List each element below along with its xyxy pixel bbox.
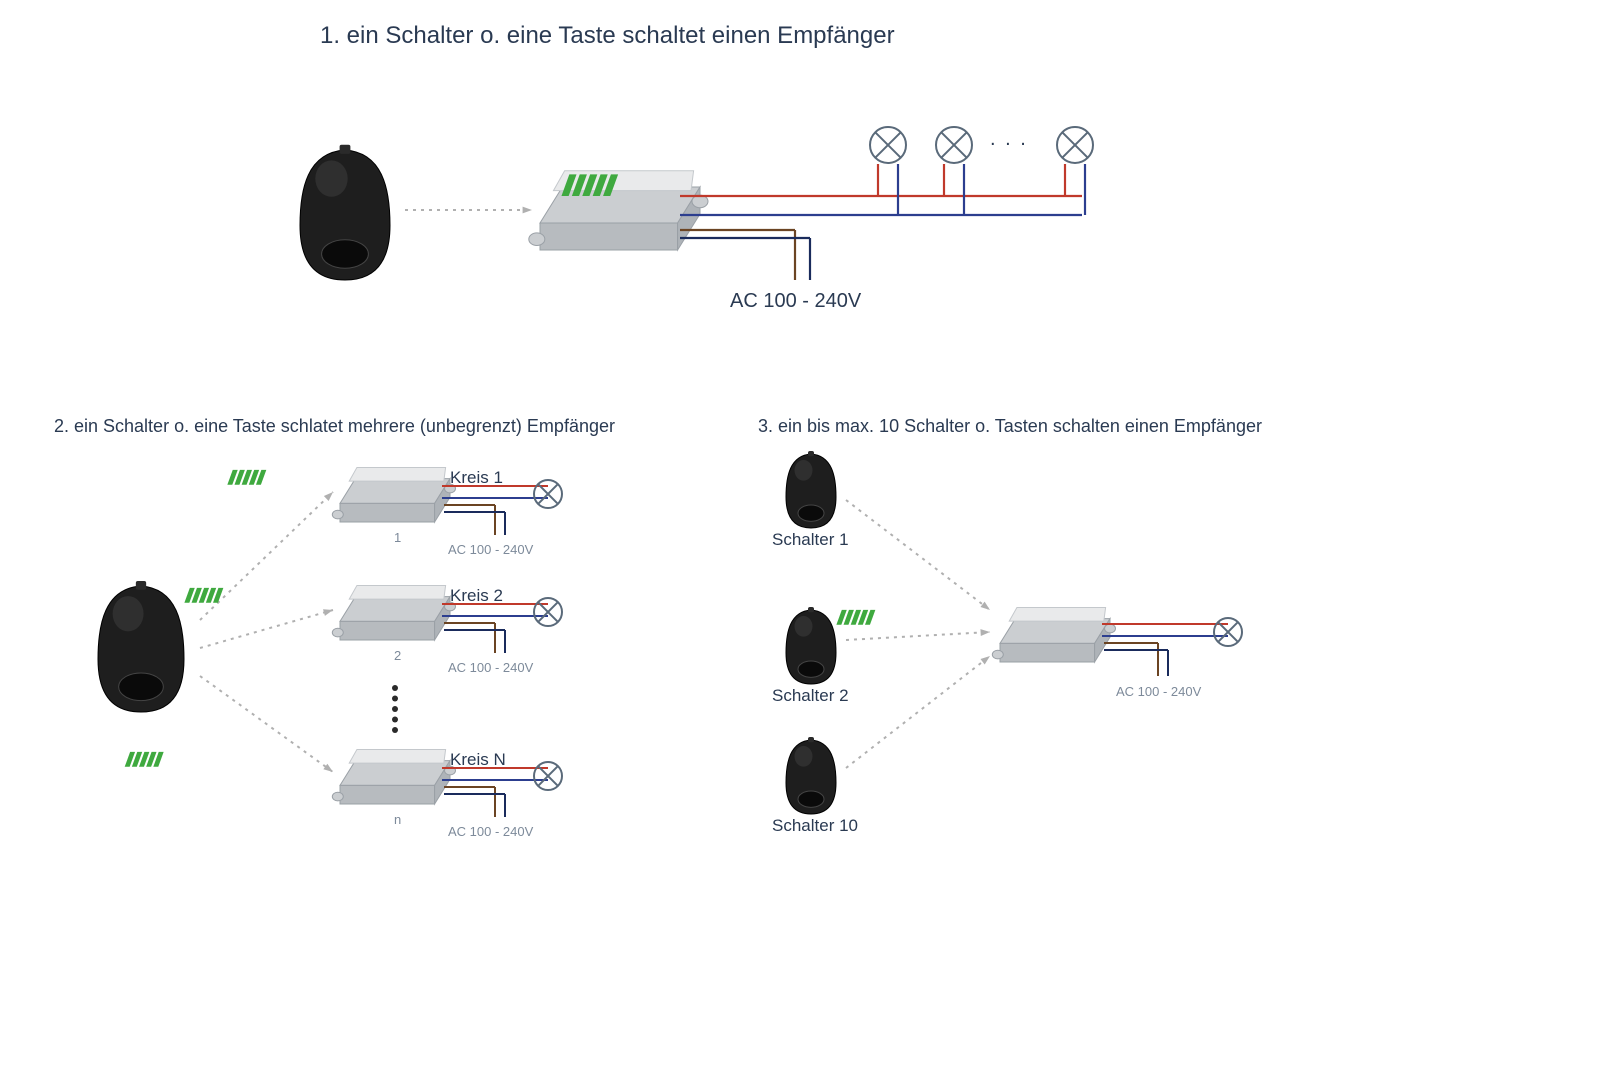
vdot xyxy=(392,727,398,733)
section2-title: 2. ein Schalter o. eine Taste schlatet m… xyxy=(54,416,615,437)
vdot xyxy=(392,696,398,702)
lamp-icon xyxy=(1057,127,1093,163)
receiver-icon xyxy=(125,749,456,804)
dotted-arrow xyxy=(200,492,333,620)
label: AC 100 - 240V xyxy=(448,824,533,839)
lamp-icon xyxy=(534,762,562,790)
label: AC 100 - 240V xyxy=(448,660,533,675)
label: Schalter 1 xyxy=(772,530,849,550)
remote-icon xyxy=(300,145,390,280)
label: Schalter 10 xyxy=(772,816,858,836)
lamp-icon xyxy=(534,598,562,626)
receiver-icon xyxy=(836,607,1115,662)
label: Kreis 1 xyxy=(450,468,503,488)
receiver-icon xyxy=(529,171,708,250)
dotted-arrow xyxy=(846,500,990,610)
lamp-icon xyxy=(1214,618,1242,646)
section1-dots: . . . xyxy=(990,128,1028,151)
label: AC 100 - 240V xyxy=(1116,684,1201,699)
label: 1 xyxy=(394,530,401,545)
dotted-arrow xyxy=(200,676,333,772)
label: n xyxy=(394,812,401,827)
section3-title: 3. ein bis max. 10 Schalter o. Tasten sc… xyxy=(758,416,1262,437)
label: 2 xyxy=(394,648,401,663)
dotted-arrow xyxy=(200,610,333,648)
vdot xyxy=(392,706,398,712)
label: AC 100 - 240V xyxy=(448,542,533,557)
lamp-icon xyxy=(936,127,972,163)
lamp-icon xyxy=(870,127,906,163)
remote-icon xyxy=(786,607,836,684)
label: Schalter 2 xyxy=(772,686,849,706)
remote-icon xyxy=(786,737,836,814)
receiver-icon xyxy=(227,467,455,522)
remote-icon xyxy=(98,581,184,712)
dotted-arrow xyxy=(846,632,990,640)
dotted-arrow xyxy=(846,656,990,768)
vdot xyxy=(392,685,398,691)
remote-icon xyxy=(786,451,836,528)
section1-title: 1. ein Schalter o. eine Taste schaltet e… xyxy=(320,22,895,50)
label: Kreis 2 xyxy=(450,586,503,606)
section1-voltage: AC 100 - 240V xyxy=(730,290,861,313)
lamp-icon xyxy=(534,480,562,508)
receiver-icon xyxy=(184,585,455,640)
label: Kreis N xyxy=(450,750,506,770)
vdot xyxy=(392,717,398,723)
